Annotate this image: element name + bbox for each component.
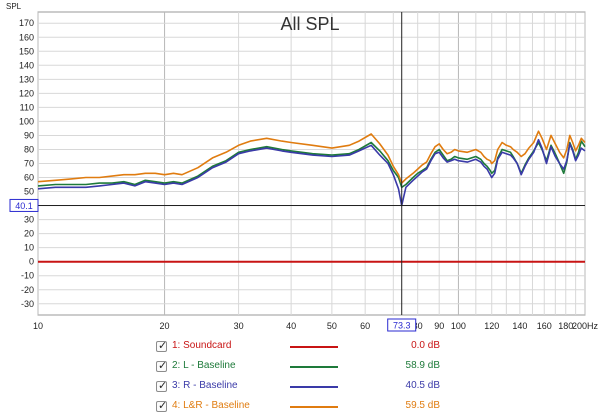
- x-tick-label: 200Hz: [572, 321, 599, 331]
- legend-value-l-baseline: 58.9 dB: [405, 360, 440, 371]
- x-tick-label: 100: [451, 321, 466, 331]
- cursor-y-readout: 40.1: [15, 201, 33, 211]
- legend-label-r-baseline: 3: R - Baseline: [172, 380, 238, 391]
- series-line-2: [37, 140, 586, 189]
- chart-title: All SPL: [280, 14, 339, 34]
- y-axis-unit-label: SPL: [6, 2, 22, 11]
- y-tick-label: 90: [24, 130, 34, 140]
- cursor-y-readout-box: [9, 198, 39, 212]
- y-tick-label: 120: [19, 88, 34, 98]
- y-tick-label: 100: [19, 116, 34, 126]
- x-tick-label: 180: [558, 321, 573, 331]
- y-tick-label: -30: [21, 299, 34, 309]
- x-tick-label: 10: [33, 321, 43, 331]
- y-tick-label: 60: [24, 173, 34, 183]
- y-tick-label: 130: [19, 74, 34, 84]
- legend-swatch-lr-baseline: [290, 406, 338, 408]
- x-tick-label: 30: [234, 321, 244, 331]
- series-line-4: [37, 130, 586, 184]
- x-tick-label: 80: [413, 321, 423, 331]
- y-tick-labels: 1701601501401301201101009080706050403020…: [19, 18, 34, 309]
- cursor-layer[interactable]: 40.1 73.3: [9, 12, 585, 332]
- y-tick-label: 50: [24, 187, 34, 197]
- series-line-3: [37, 138, 586, 207]
- legend-swatch-l-baseline: [290, 366, 338, 368]
- y-tick-label: 170: [19, 18, 34, 28]
- legend-label-soundcard: 1: Soundcard: [172, 340, 232, 351]
- x-tick-label: 50: [327, 321, 337, 331]
- x-tick-label: 140: [512, 321, 527, 331]
- y-tick-label: 80: [24, 144, 34, 154]
- y-tick-label: 140: [19, 60, 34, 70]
- legend-row-r-baseline[interactable]: 3: R - Baseline 40.5 dB: [0, 378, 600, 398]
- legend-value-r-baseline: 40.5 dB: [405, 380, 440, 391]
- legend-checkbox-l-baseline[interactable]: [156, 359, 167, 372]
- cursor-x-readout-box: [387, 318, 417, 332]
- legend-swatch-soundcard: [290, 346, 338, 348]
- legend-label-l-baseline: 2: L - Baseline: [172, 360, 236, 371]
- y-tick-label: 0: [29, 257, 34, 267]
- x-tick-label: 120: [484, 321, 499, 331]
- legend-value-lr-baseline: 59.5 dB: [405, 400, 440, 411]
- y-tick-label: 70: [24, 159, 34, 169]
- series-layer: [37, 130, 586, 263]
- spl-plot[interactable]: 1701601501401301201101009080706050403020…: [0, 0, 600, 335]
- legend-checkbox-soundcard[interactable]: [156, 339, 167, 352]
- legend-label-lr-baseline: 4: L&R - Baseline: [172, 400, 250, 411]
- legend-checkbox-r-baseline[interactable]: [156, 379, 167, 392]
- x-tick-label: 90: [434, 321, 444, 331]
- legend-swatch-r-baseline: [290, 386, 338, 388]
- legend: 1: Soundcard 0.0 dB 2: L - Baseline 58.9…: [0, 335, 600, 417]
- y-tick-label: 160: [19, 32, 34, 42]
- chart-svg[interactable]: 1701601501401301201101009080706050403020…: [0, 0, 600, 335]
- x-tick-label: 60: [360, 321, 370, 331]
- x-tick-label: 20: [160, 321, 170, 331]
- legend-row-lr-baseline[interactable]: 4: L&R - Baseline 59.5 dB: [0, 398, 600, 418]
- y-tick-label: 30: [24, 215, 34, 225]
- legend-row-soundcard[interactable]: 1: Soundcard 0.0 dB: [0, 338, 600, 358]
- y-tick-label: 20: [24, 229, 34, 239]
- legend-checkbox-lr-baseline[interactable]: [156, 399, 167, 412]
- legend-value-soundcard: 0.0 dB: [411, 340, 440, 351]
- x-tick-label: 40: [286, 321, 296, 331]
- y-tick-label: 150: [19, 46, 34, 56]
- y-tick-label: 110: [20, 102, 34, 112]
- x-tick-label: 160: [537, 321, 552, 331]
- y-tick-label: -20: [21, 285, 34, 295]
- y-tick-label: 10: [24, 243, 34, 253]
- y-tick-label: -10: [21, 271, 34, 281]
- cursor-x-readout: 73.3: [393, 321, 411, 331]
- legend-row-l-baseline[interactable]: 2: L - Baseline 58.9 dB: [0, 358, 600, 378]
